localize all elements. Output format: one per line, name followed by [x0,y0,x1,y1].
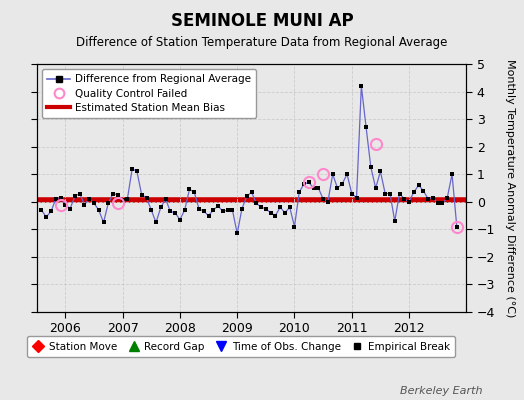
Legend: Difference from Regional Average, Quality Control Failed, Estimated Station Mean: Difference from Regional Average, Qualit… [42,69,256,118]
Text: SEMINOLE MUNI AP: SEMINOLE MUNI AP [171,12,353,30]
Y-axis label: Monthly Temperature Anomaly Difference (°C): Monthly Temperature Anomaly Difference (… [505,59,515,317]
Text: Difference of Station Temperature Data from Regional Average: Difference of Station Temperature Data f… [77,36,447,49]
Text: Berkeley Earth: Berkeley Earth [400,386,482,396]
Legend: Station Move, Record Gap, Time of Obs. Change, Empirical Break: Station Move, Record Gap, Time of Obs. C… [27,336,455,357]
